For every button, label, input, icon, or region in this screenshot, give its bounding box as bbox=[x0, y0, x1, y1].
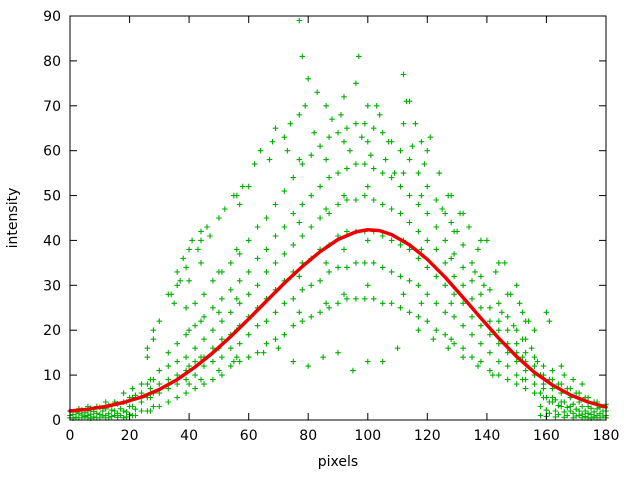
x-tick-label: 20 bbox=[121, 428, 139, 444]
y-tick-label: 20 bbox=[43, 323, 61, 339]
y-tick-label: 90 bbox=[43, 9, 61, 25]
x-tick-label: 100 bbox=[354, 428, 381, 444]
fit-curve bbox=[68, 227, 608, 413]
y-tick-label: 80 bbox=[43, 54, 61, 70]
y-tick-label: 30 bbox=[43, 278, 61, 294]
y-tick-label: 40 bbox=[43, 233, 61, 249]
y-tick-label: 70 bbox=[43, 99, 61, 115]
plot-border bbox=[69, 15, 607, 421]
x-tick-label: 180 bbox=[593, 428, 620, 444]
x-tick-label: 60 bbox=[240, 428, 258, 444]
x-axis-label: pixels bbox=[318, 454, 358, 470]
y-tick-label: 50 bbox=[43, 189, 61, 205]
x-tick-label: 120 bbox=[414, 428, 441, 444]
x-tick-label: 80 bbox=[299, 428, 317, 444]
x-tick-label: 0 bbox=[66, 428, 75, 444]
y-tick-label: 0 bbox=[52, 413, 61, 429]
scatter-points bbox=[67, 17, 609, 421]
y-tick-label: 10 bbox=[43, 368, 61, 384]
y-tick-label: 60 bbox=[43, 144, 61, 160]
x-tick-label: 160 bbox=[533, 428, 560, 444]
x-tick-label: 140 bbox=[474, 428, 501, 444]
y-axis-label: intensity bbox=[5, 188, 21, 249]
x-tick-label: 40 bbox=[180, 428, 198, 444]
